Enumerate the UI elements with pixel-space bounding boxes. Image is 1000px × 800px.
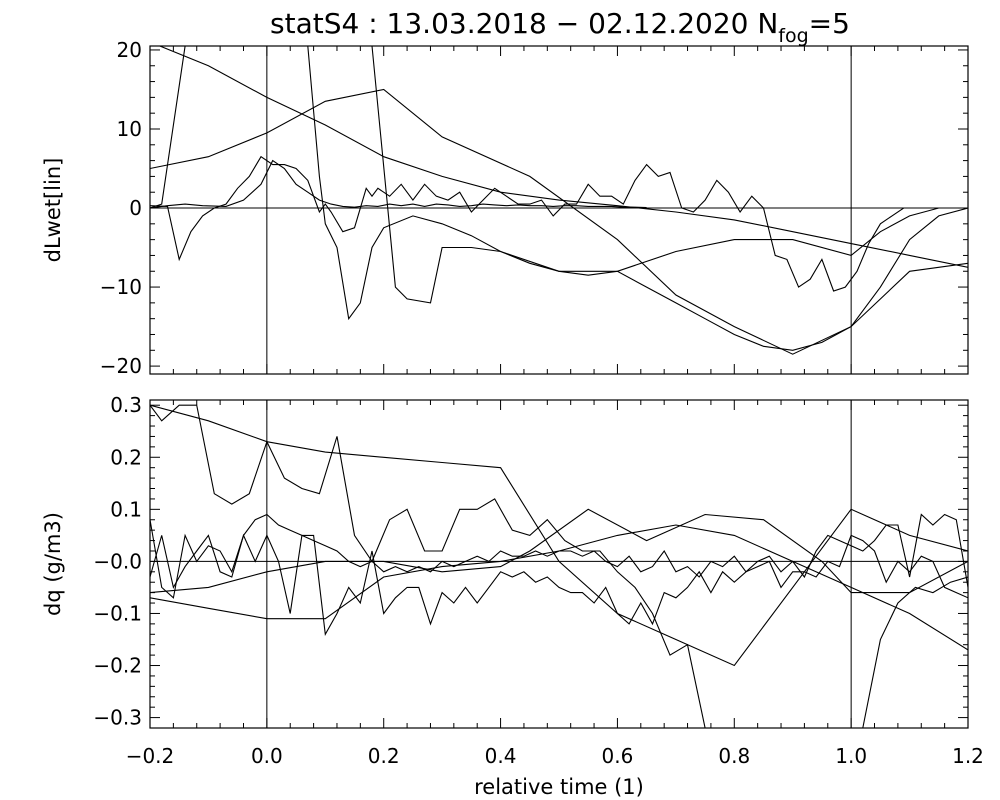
- dlwet-series-line-1: [150, 88, 968, 355]
- dq-x-tick-label: −0.2: [126, 744, 175, 768]
- dlwet-y-tick-label: 0: [129, 196, 142, 220]
- dq-y-tick-label: 0.1: [110, 497, 142, 521]
- dlwet-plot-frame: [149, 45, 969, 375]
- dq-series-line-5: [150, 524, 968, 651]
- dq-y-axis-label: dq (g/m3): [41, 512, 65, 616]
- dlwet-y-tick-label: −20: [100, 354, 142, 378]
- dlwet-y-axis-label: dLwet[lin]: [41, 158, 65, 263]
- chart-title-tail: =5: [809, 7, 850, 40]
- dlwet-series-line-5: [150, 46, 968, 304]
- dq-x-axis-label: relative time (1): [474, 775, 644, 799]
- dlwet-y-tick-label: −10: [100, 275, 142, 299]
- dlwet-series-line-6: [307, 46, 968, 351]
- dlwet-series-line-3: [150, 155, 968, 292]
- dlwet-y-tick-label: 20: [117, 38, 142, 62]
- dq-x-tick-label: 0.8: [718, 744, 750, 768]
- dq-series-line-6: [150, 508, 968, 594]
- chart-title-main: statS4 : 13.03.2018 − 02.12.2020 N: [270, 7, 778, 40]
- dq-x-tick-label: 0.4: [485, 744, 517, 768]
- dq-y-tick-label: 0.2: [110, 445, 142, 469]
- dq-x-tick-label: 0.6: [602, 744, 634, 768]
- dlwet-series-line-4: [150, 159, 647, 209]
- dq-series-group: [150, 404, 968, 728]
- dq-plot-frame: [149, 399, 969, 729]
- chart-title: statS4 : 13.03.2018 − 02.12.2020 Nfog=5: [270, 7, 850, 47]
- dlwet-series-group: [150, 46, 968, 355]
- dlwet-y-tick-label: 10: [117, 117, 142, 141]
- dq-y-tick-label: 0.3: [110, 393, 142, 417]
- dq-y-tick-label: −0.1: [93, 601, 142, 625]
- dlwet-series-line-2: [158, 46, 968, 268]
- dq-series-line-4: [150, 533, 968, 637]
- dq-series-line-1: [150, 404, 968, 728]
- top-panel-dlwet: −20 −10 0 10 20 dLwet[lin]: [41, 38, 969, 378]
- dq-x-tick-label: 1.0: [835, 744, 867, 768]
- dq-x-tick-label: 0.2: [368, 744, 400, 768]
- dq-series-line-2: [150, 404, 968, 667]
- dq-y-tick-label: −0.0: [93, 549, 142, 573]
- dq-y-tick-label: −0.2: [93, 654, 142, 678]
- chart-title-subscript: fog: [778, 25, 808, 47]
- bottom-panel-dq: −0.3 −0.2 −0.1 −0.0 0.1 0.2 0.3 −0.2 0.0 0.2 0.4 0.…: [41, 393, 984, 799]
- dq-x-tick-label: 1.2: [952, 744, 984, 768]
- dq-y-tick-label: −0.3: [93, 706, 142, 730]
- dq-x-tick-label: 0.0: [251, 744, 283, 768]
